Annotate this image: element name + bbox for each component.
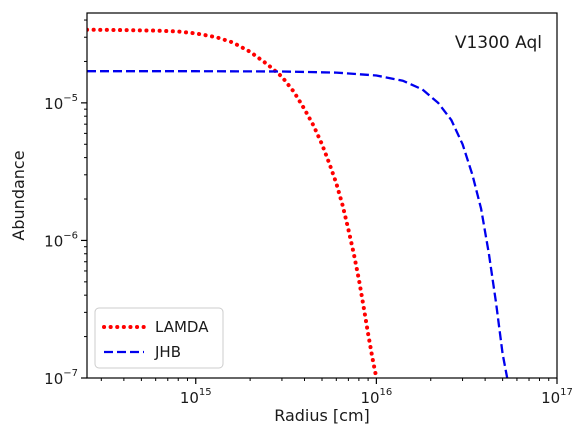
y-axis-label: Abundance [9, 150, 28, 240]
y-tick-label: 10−6 [44, 230, 78, 250]
legend-label-lamda: LAMDA [155, 318, 209, 336]
plot-area [87, 27, 509, 378]
legend-label-jhb: JHB [154, 343, 181, 361]
chart-annotation: V1300 Aql [455, 33, 542, 53]
x-tick-label: 1017 [541, 387, 573, 407]
x-tick-label: 1015 [180, 387, 212, 407]
series-line-lamda [87, 27, 379, 378]
y-tick-label: 10−5 [44, 93, 78, 113]
legend: LAMDA JHB [94, 307, 224, 369]
legend-box [94, 307, 224, 369]
axis-ticks: 1015 1016 1017 10−5 10−6 10−7 [44, 19, 573, 407]
x-axis-label: Radius [cm] [274, 406, 370, 425]
series-line-jhb [87, 70, 509, 378]
y-tick-label: 10−7 [44, 368, 78, 388]
x-tick-label: 1016 [360, 387, 392, 407]
